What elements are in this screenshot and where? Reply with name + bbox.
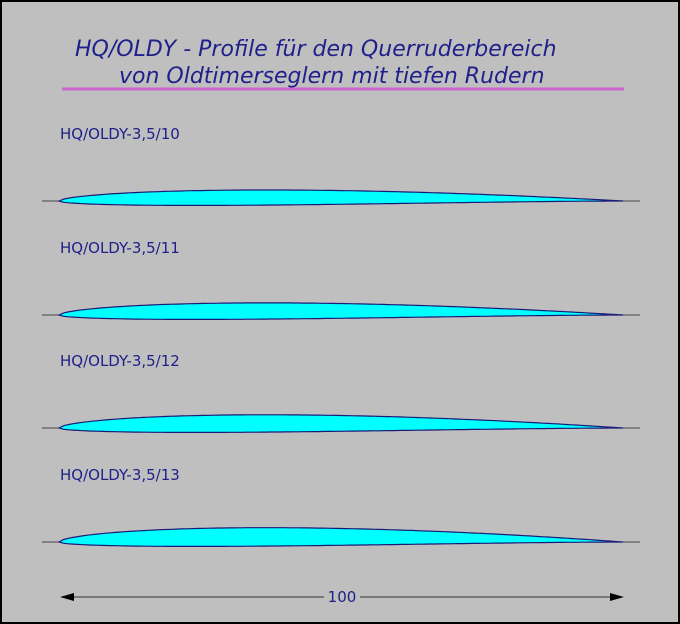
dimension-arrow-right-icon: [610, 593, 624, 601]
title-line-2: von Oldtimerseglern mit tiefen Rudern: [119, 64, 545, 89]
profile-label: HQ/OLDY-3,5/12: [60, 352, 180, 370]
chord-dimension: 100: [60, 587, 624, 606]
airfoil-profile: [57, 527, 624, 547]
dimension-label: 100: [328, 588, 357, 606]
title-line-1: HQ/OLDY - Profile für den Querruderberei…: [75, 37, 557, 62]
dimension-arrow-left-icon: [60, 593, 74, 601]
airfoil-profile: [57, 414, 624, 433]
profile-label: HQ/OLDY-3,5/13: [60, 466, 180, 484]
profile-list: HQ/OLDY-3,5/10 HQ/OLDY-3,5/11 HQ/OLDY-3,5/…: [42, 125, 640, 547]
airfoil-profile: [57, 302, 624, 320]
profile-label: HQ/OLDY-3,5/11: [60, 239, 180, 257]
airfoil-profile: [57, 189, 624, 206]
profile-label: HQ/OLDY-3,5/10: [60, 125, 180, 143]
dimension-label-background: [324, 587, 360, 605]
